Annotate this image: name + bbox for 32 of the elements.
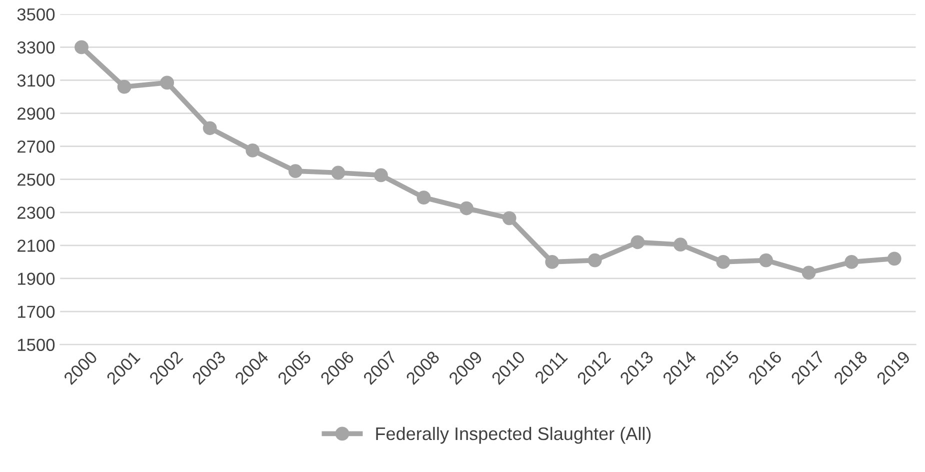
point [460,201,474,216]
y-tick-label: 3300 [17,41,55,54]
y-tick-label: 3100 [17,74,55,87]
y-tick-label: 2100 [18,240,55,252]
point [202,121,217,136]
point [844,255,859,269]
legend-label: Federally Inspected Slaughter (All) [376,426,651,444]
y-tick-label: 2500 [18,174,55,186]
point [117,80,132,94]
point [374,168,388,182]
y-tick-label: 2300 [18,206,55,219]
point [588,253,602,268]
y-tick-label: 1500 [18,338,55,352]
point [246,144,260,158]
point [416,190,431,204]
point [545,255,560,269]
point [288,164,302,178]
point [74,40,88,54]
y-tick-label: 2900 [18,107,55,120]
point [502,211,516,226]
y-tick-label: 1700 [18,306,55,318]
y-tick-label: 1900 [18,272,55,285]
point [887,252,902,266]
point [630,235,645,250]
point [802,266,816,280]
point [331,166,346,180]
point [160,76,174,90]
point [674,238,688,252]
y-tick-label: 2700 [18,140,55,153]
point [716,255,730,269]
point [759,253,773,268]
y-tick-label: 3500 [17,8,55,21]
